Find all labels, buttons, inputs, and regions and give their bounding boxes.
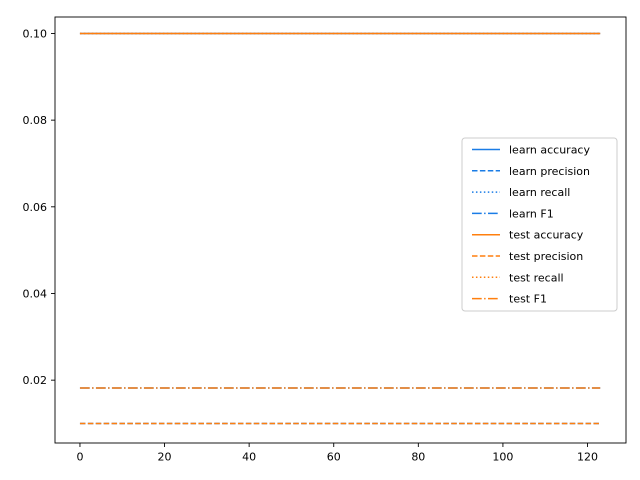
legend-entry: test recall xyxy=(472,271,564,284)
x-axis-tick-label: 120 xyxy=(577,451,598,464)
y-axis-tick-label: 0.02 xyxy=(23,374,48,387)
axes-spines xyxy=(54,16,627,444)
legend: learn accuracy learn precision learn recal… xyxy=(461,137,618,312)
legend-label: test accuracy xyxy=(509,229,584,242)
legend-label: test F1 xyxy=(509,293,547,306)
x-axis-tick-label: 100 xyxy=(492,451,513,464)
y-axis-tick-label: 0.10 xyxy=(23,27,48,40)
legend-entry: learn F1 xyxy=(472,207,554,220)
legend-label: test recall xyxy=(509,271,564,284)
legend-entry: test accuracy xyxy=(472,229,584,242)
x-axis-tick-label: 60 xyxy=(327,451,341,464)
legend-entry: test F1 xyxy=(472,293,547,306)
legend-label: learn recall xyxy=(509,186,570,199)
x-axis-tick-label: 0 xyxy=(76,451,83,464)
legend-label: test precision xyxy=(509,250,583,263)
legend-label: learn precision xyxy=(509,165,590,178)
legend-entry: learn accuracy xyxy=(472,144,590,157)
y-axis-tick-label: 0.08 xyxy=(23,114,48,127)
x-axis-tick-label: 80 xyxy=(411,451,425,464)
legend-label: learn accuracy xyxy=(509,144,590,157)
x-axis-tick-label: 20 xyxy=(158,451,172,464)
legend-entry: learn recall xyxy=(472,186,570,199)
x-axis-tick-label: 40 xyxy=(242,451,256,464)
y-axis-tick-label: 0.06 xyxy=(23,201,48,214)
legend-label: learn F1 xyxy=(509,207,554,220)
legend-box xyxy=(461,137,618,312)
legend-entry: learn precision xyxy=(472,165,590,178)
y-axis-tick-label: 0.04 xyxy=(23,287,48,300)
legend-entry: test precision xyxy=(472,250,583,263)
